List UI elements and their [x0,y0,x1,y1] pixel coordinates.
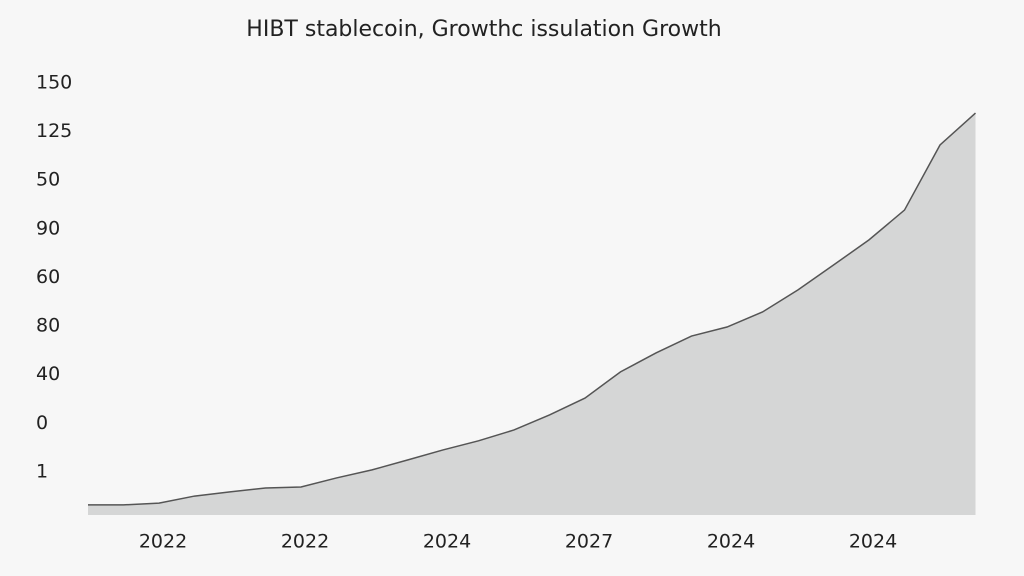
x-tick-label: 2027 [565,531,613,553]
x-tick-label: 2022 [281,531,329,553]
y-tick-label: 1 [36,460,48,482]
y-tick-label: 40 [36,363,60,385]
chart-title: HIBT stablecoin, Growthc issulation Grow… [246,17,721,42]
y-tick-label: 50 [36,169,60,191]
y-tick-label: 80 [36,315,60,337]
y-tick-label: 90 [36,217,60,239]
area-line [88,112,977,506]
x-tick-label: 2024 [849,531,897,553]
y-tick-label: 0 [36,412,48,434]
y-tick-label: 60 [36,266,60,288]
x-tick-label: 2024 [423,531,471,553]
area [88,113,976,516]
x-tick-label: 2022 [139,531,187,553]
y-tick-label: 125 [36,120,72,142]
y-tick-label: 150 [36,72,72,94]
x-tick-label: 2024 [707,531,755,553]
